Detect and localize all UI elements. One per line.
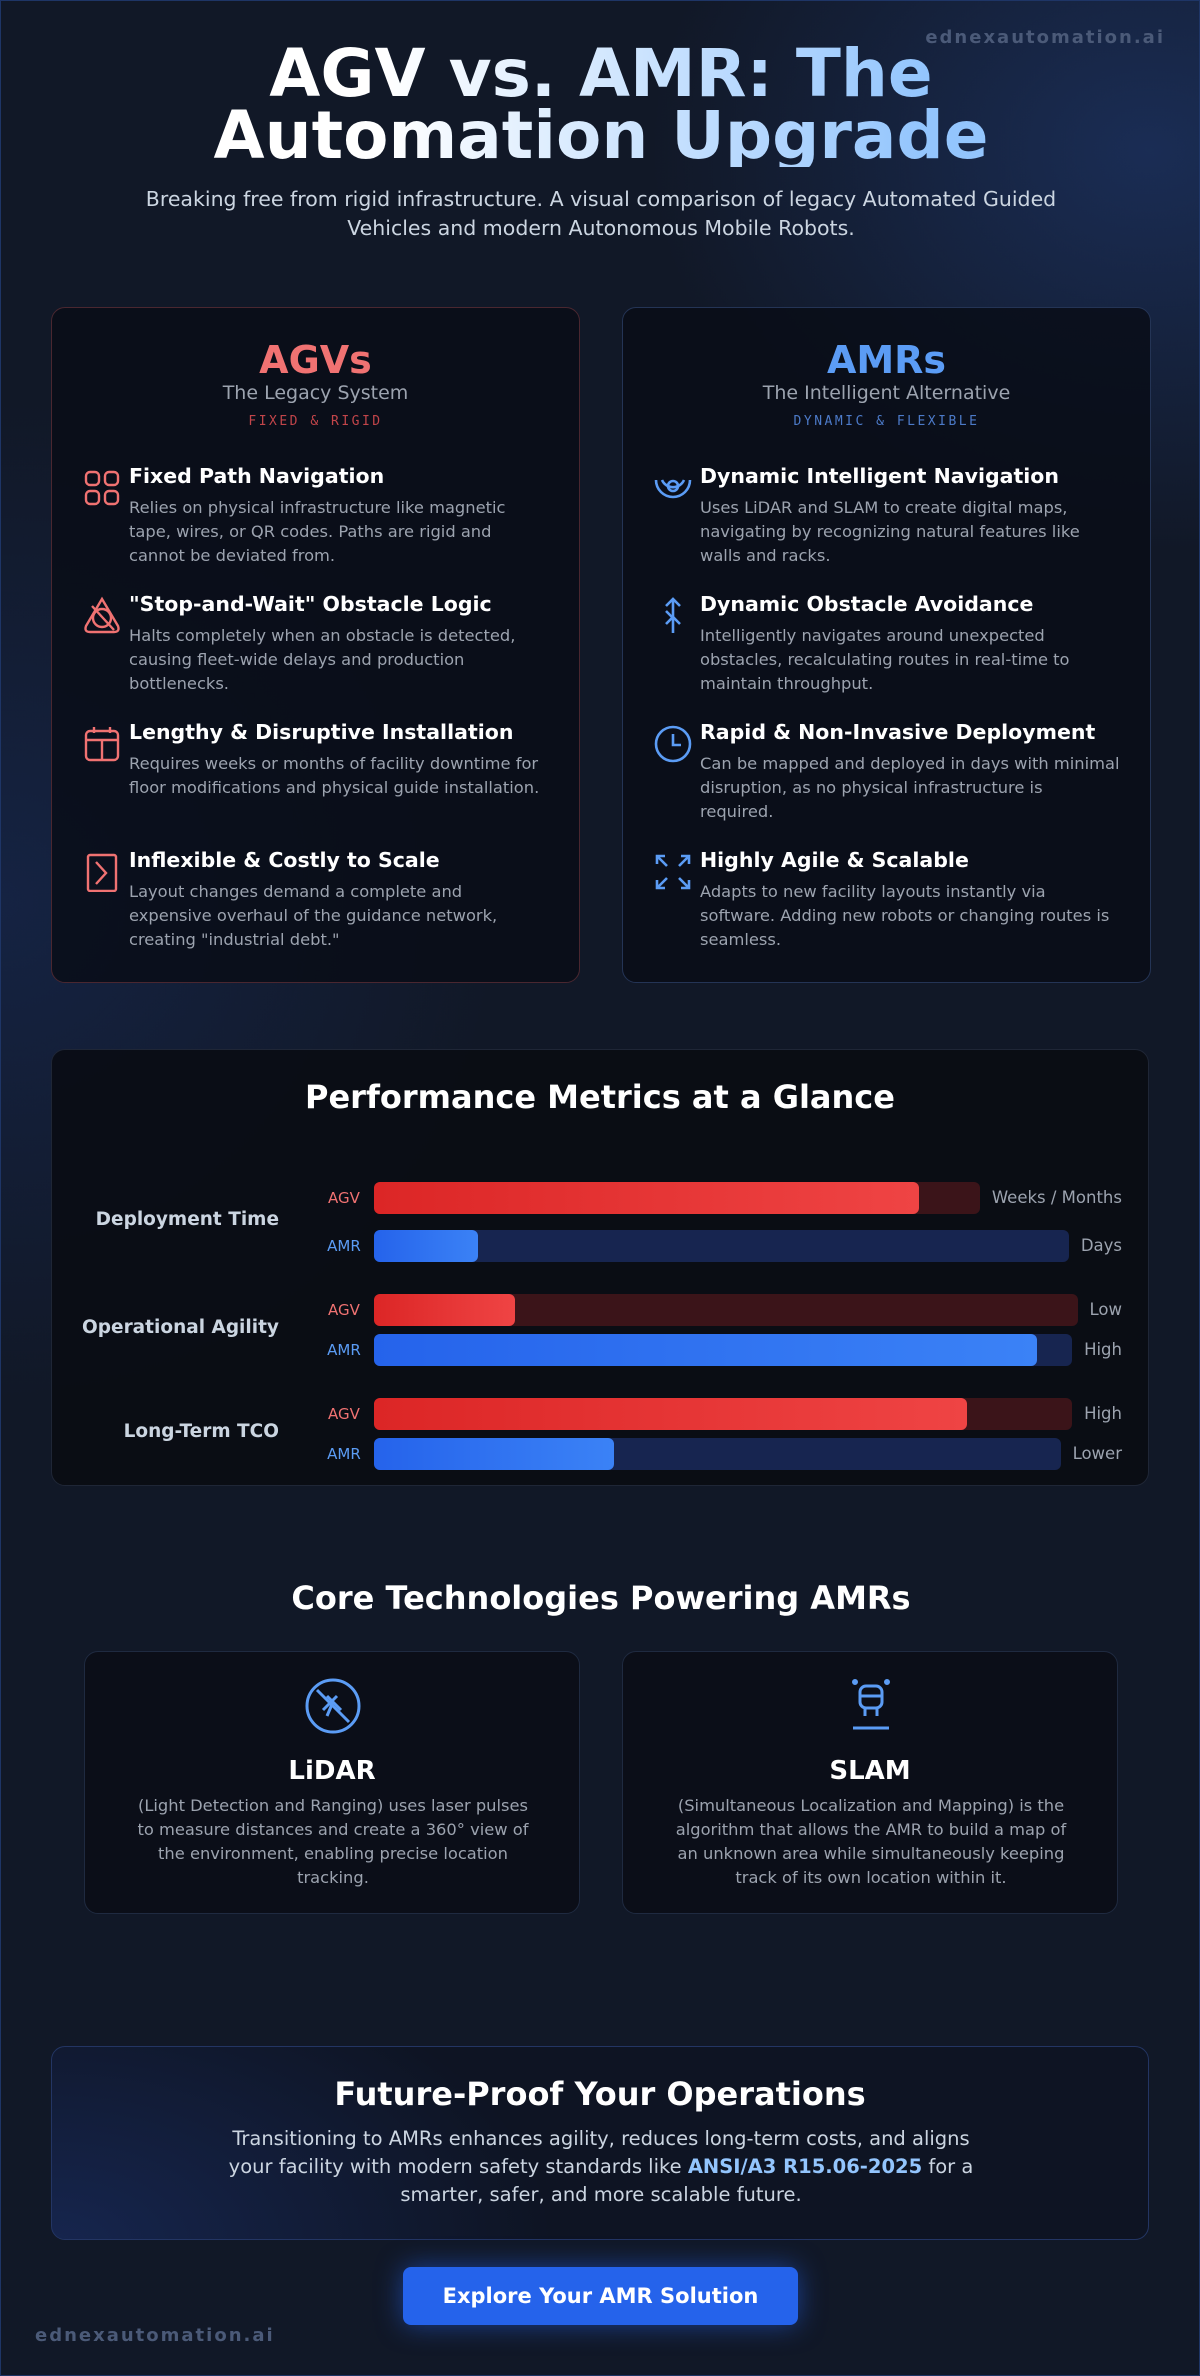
feature-heading: Dynamic Obstacle Avoidance (700, 592, 1034, 616)
cta-title: Future-Proof Your Operations (334, 2075, 866, 2113)
feature-heading: Fixed Path Navigation (129, 464, 385, 488)
metric-label: Deployment Time (95, 1209, 279, 1230)
bar-end-label: High (1084, 1404, 1122, 1423)
bar-row: AMR Lower (314, 1437, 1122, 1471)
bar-tag: AMR (327, 1341, 361, 1359)
tech-card: SLAM (Simultaneous Localization and Mapp… (622, 1651, 1118, 1914)
icon (665, 597, 681, 633)
bar-row: AGV Weeks / Months (314, 1181, 1122, 1215)
feature-heading: Dynamic Intelligent Navigation (700, 464, 1059, 488)
card-subtitle: The Legacy System (222, 382, 409, 404)
feature-text: Uses LiDAR and SLAM to create digital ma… (700, 498, 1080, 565)
icon (852, 1679, 890, 1730)
feature-text: Adapts to new facility layouts instantly… (700, 882, 1110, 949)
text: Transitioning to AMRs enhances agility, … (228, 2127, 970, 2178)
bar-end-label: Days (1080, 1236, 1122, 1255)
feature-heading: Rapid & Non-Invasive Deployment (700, 720, 1096, 744)
bar-row: AGV High (314, 1397, 1122, 1431)
bar-end-label: High (1084, 1340, 1122, 1359)
bar-track (374, 1182, 980, 1214)
feature-heading: Lengthy & Disruptive Installation (129, 720, 514, 744)
bar-row: AGV Low (314, 1293, 1122, 1327)
icon (86, 853, 118, 892)
cta-text: Transitioning to AMRs enhances agility, … (222, 2125, 980, 2209)
bar-tag: AGV (328, 1301, 360, 1319)
icon (84, 470, 120, 506)
feature-text: Layout changes demand a complete and exp… (129, 882, 498, 949)
icon (654, 479, 692, 499)
icon (305, 1678, 361, 1734)
card-tag: FIXED & RIGID (248, 414, 383, 429)
bar-tag: AMR (327, 1445, 361, 1463)
feature-text: Relies on physical infrastructure like m… (129, 498, 506, 565)
tech-text: (Simultaneous Localization and Mapping) … (675, 1796, 1067, 1887)
metrics-title: Performance Metrics at a Glance (305, 1078, 895, 1116)
bar-tag: AMR (327, 1237, 361, 1255)
feature-text: Can be mapped and deployed in days with … (700, 754, 1120, 821)
bar (374, 1294, 515, 1326)
bar-row: AMR High (314, 1333, 1122, 1367)
tech-title: Core Technologies Powering AMRs (291, 1579, 911, 1617)
metric-label: Long-Term TCO (123, 1421, 279, 1442)
agv-card: AGVs The Legacy System FIXED & RIGID Fix… (51, 307, 580, 983)
icon (84, 727, 120, 762)
icon (655, 854, 691, 890)
metric-label: Operational Agility (82, 1317, 279, 1338)
bar-row: AMR Days (314, 1229, 1122, 1263)
title: AGV vs. AMR: The Automation Upgrade (61, 41, 1141, 169)
bar-end-label: Lower (1072, 1444, 1122, 1463)
feature-text: Halts completely when an obstacle is det… (129, 626, 516, 693)
bar-end-label: Weeks / Months (991, 1188, 1122, 1207)
tech-card: LiDAR (Light Detection and Ranging) uses… (84, 1651, 580, 1914)
card-title: AGVs (259, 338, 372, 382)
feature-heading: Inflexible & Costly to Scale (129, 848, 440, 872)
cta-panel: Future-Proof Your Operations Transitioni… (51, 2046, 1149, 2240)
bar-track (374, 1334, 1073, 1366)
subtitle: Breaking free from rigid infrastructure.… (145, 187, 1057, 240)
bar-tag: AGV (328, 1405, 360, 1423)
tech-text: (Light Detection and Ranging) uses laser… (137, 1796, 529, 1887)
feature-text: Intelligently navigates around unexpecte… (700, 626, 1070, 693)
brand: ednexautomation.ai (35, 2325, 275, 2346)
text: for a smarter, safer, and more scalable … (400, 2155, 974, 2206)
highlight: ANSI/A3 R15.06-2025 (687, 2155, 923, 2178)
feature-heading: "Stop-and-Wait" Obstacle Logic (129, 592, 492, 616)
card-tag: DYNAMIC & FLEXIBLE (793, 414, 980, 429)
amr-card: AMRs The Intelligent Alternative DYNAMIC… (622, 307, 1151, 983)
bar (374, 1398, 968, 1430)
tech-name: LiDAR (288, 1756, 376, 1786)
bar (374, 1182, 920, 1214)
card-title: AMRs (826, 338, 947, 382)
bar (374, 1230, 479, 1262)
feature-text: Requires weeks or months of facility dow… (129, 754, 540, 797)
metrics-panel: Performance Metrics at a Glance Deployme… (51, 1049, 1149, 1486)
bar-track (374, 1294, 1078, 1326)
feature-heading: Highly Agile & Scalable (700, 848, 969, 872)
cta-button[interactable]: Explore Your AMR Solution (403, 2267, 798, 2325)
bar-track (374, 1398, 1073, 1430)
bar-track (374, 1438, 1061, 1470)
brand: ednexautomation.ai (925, 27, 1165, 48)
bar (374, 1334, 1038, 1366)
icon (654, 725, 692, 763)
bar-tag: AGV (328, 1189, 360, 1207)
card-subtitle: The Intelligent Alternative (762, 382, 1011, 404)
bar-end-label: Low (1089, 1300, 1123, 1319)
bar-track (374, 1230, 1069, 1262)
bar (374, 1438, 615, 1470)
icon (84, 596, 120, 634)
tech-name: SLAM (829, 1756, 911, 1786)
